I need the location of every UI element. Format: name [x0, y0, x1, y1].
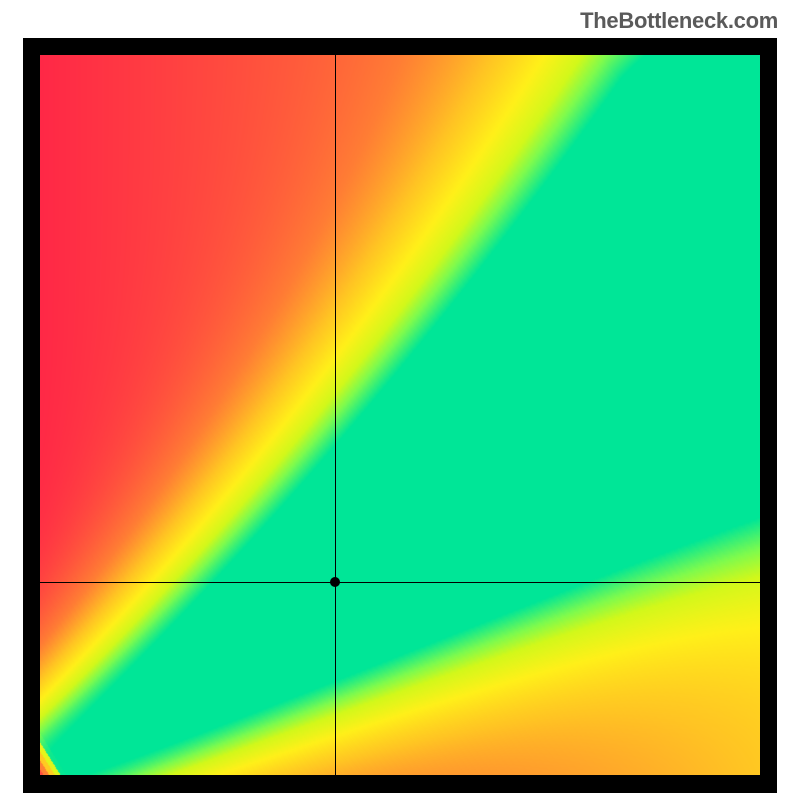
crosshair-vertical: [335, 55, 336, 775]
plot-area: [40, 55, 760, 775]
target-marker: [330, 577, 340, 587]
root: TheBottleneck.com: [0, 0, 800, 800]
crosshair-horizontal: [40, 582, 760, 583]
attribution-text: TheBottleneck.com: [580, 8, 778, 34]
heatmap-canvas: [40, 55, 760, 775]
plot-frame: [23, 38, 777, 793]
